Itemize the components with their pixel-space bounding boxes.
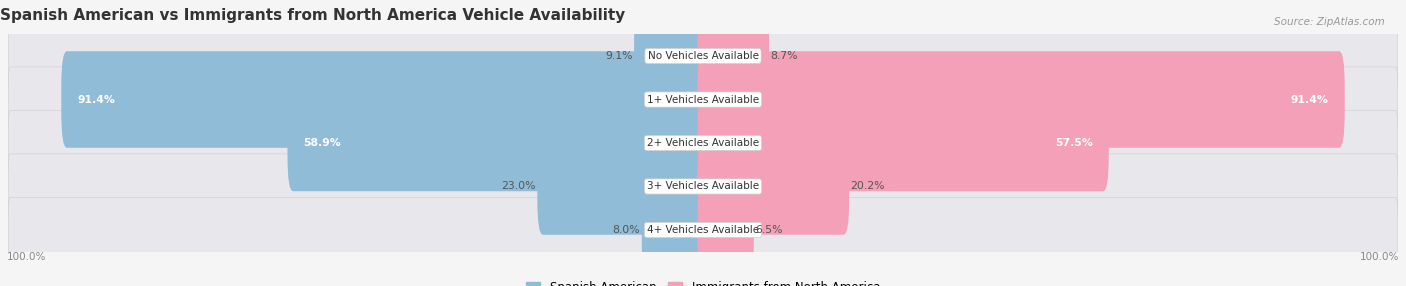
Legend: Spanish American, Immigrants from North America: Spanish American, Immigrants from North … <box>526 281 880 286</box>
Text: 57.5%: 57.5% <box>1054 138 1092 148</box>
FancyBboxPatch shape <box>8 67 1398 132</box>
FancyBboxPatch shape <box>287 95 709 191</box>
FancyBboxPatch shape <box>634 8 709 104</box>
Text: 20.2%: 20.2% <box>851 182 884 191</box>
FancyBboxPatch shape <box>697 51 1344 148</box>
FancyBboxPatch shape <box>697 95 1109 191</box>
FancyBboxPatch shape <box>8 23 1398 89</box>
Text: 8.0%: 8.0% <box>613 225 640 235</box>
Text: 4+ Vehicles Available: 4+ Vehicles Available <box>647 225 759 235</box>
Text: 3+ Vehicles Available: 3+ Vehicles Available <box>647 182 759 191</box>
Text: 91.4%: 91.4% <box>1291 95 1329 104</box>
Text: 9.1%: 9.1% <box>605 51 633 61</box>
Text: 58.9%: 58.9% <box>304 138 342 148</box>
Text: 8.7%: 8.7% <box>770 51 799 61</box>
Text: 100.0%: 100.0% <box>1360 252 1399 262</box>
FancyBboxPatch shape <box>697 138 849 235</box>
FancyBboxPatch shape <box>8 197 1398 263</box>
FancyBboxPatch shape <box>8 154 1398 219</box>
Text: 23.0%: 23.0% <box>502 182 536 191</box>
Text: Source: ZipAtlas.com: Source: ZipAtlas.com <box>1274 17 1385 27</box>
Text: Spanish American vs Immigrants from North America Vehicle Availability: Spanish American vs Immigrants from Nort… <box>0 8 626 23</box>
FancyBboxPatch shape <box>641 182 709 278</box>
Text: 6.5%: 6.5% <box>755 225 783 235</box>
Text: 100.0%: 100.0% <box>7 252 46 262</box>
FancyBboxPatch shape <box>537 138 709 235</box>
Text: 91.4%: 91.4% <box>77 95 115 104</box>
FancyBboxPatch shape <box>62 51 709 148</box>
FancyBboxPatch shape <box>697 182 754 278</box>
Text: 1+ Vehicles Available: 1+ Vehicles Available <box>647 95 759 104</box>
FancyBboxPatch shape <box>8 110 1398 176</box>
Text: 2+ Vehicles Available: 2+ Vehicles Available <box>647 138 759 148</box>
FancyBboxPatch shape <box>697 8 769 104</box>
Text: No Vehicles Available: No Vehicles Available <box>648 51 758 61</box>
